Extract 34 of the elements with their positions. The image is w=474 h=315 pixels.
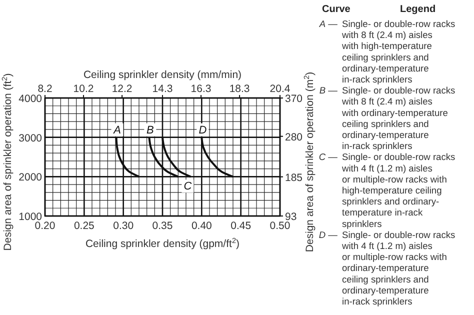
x2-tick-label: 20.4 xyxy=(270,83,290,95)
x-tick-label: 0.20 xyxy=(34,220,56,232)
text: A — Single- or double-row racks with 8 ft (2.4 m) aisles with high-temperature ceiling sprinklers and ordinary-temperature in-rack sprinklers xyxy=(318,19,456,84)
text: D — Single- or double-row racks with 4 ft (1.2 m) aisles or multiple-row racks with ordinary-temperature ceiling sprinklers and ordinary-temperature in-rack sprinklers xyxy=(318,230,456,306)
text: Legend xyxy=(400,4,436,15)
y2-tick-label: 280 xyxy=(285,131,303,144)
y2-tick-label: 185 xyxy=(285,172,303,184)
x-tick-label: 0.50 xyxy=(270,220,290,232)
x2-axis-title: Ceiling sprinkler density (mm/min) xyxy=(83,69,242,81)
x2-tick-label: 18.3 xyxy=(229,83,250,95)
series-label: A xyxy=(112,124,121,136)
x2-tick-label: 14.3 xyxy=(152,83,173,95)
x2-tick-label: 8.2 xyxy=(38,83,52,95)
x2-tick-label: 12.2 xyxy=(112,83,132,95)
y2-tick-label: 370 xyxy=(285,93,303,105)
x2-tick-label: 10.2 xyxy=(73,83,94,95)
y-tick-label: 2000 xyxy=(18,172,42,184)
series-label: D xyxy=(198,124,207,136)
x-tick-label: 0.35 xyxy=(152,220,173,232)
x-tick-label: 0.40 xyxy=(191,220,212,232)
x-tick-label: 0.25 xyxy=(74,220,95,232)
y-tick-label: 1000 xyxy=(18,211,42,223)
x-axis-title: Ceiling sprinkler density (gpm/ft$^{2}$) xyxy=(85,236,240,250)
text: B — Single- or double-row racks with 8 ft (2.4 m) aisles with ordinary-temperature ceiling sprinklers and ordinary-temperature in-rack sprinklers xyxy=(319,86,456,152)
x-tick-label: 0.30 xyxy=(113,220,134,232)
text: Curve xyxy=(322,4,351,15)
text: C — Single- or double-row racks with 4 ft (1.2 m) aisles or multiple-row racks with high-temperature ceiling sprinklers and ordinary- temperature in-rack sprinklers xyxy=(318,152,456,229)
y2-tick-label: 93 xyxy=(285,211,297,223)
series-label: B xyxy=(146,124,154,136)
y-tick-label: 4000 xyxy=(18,93,42,105)
series-label: C xyxy=(184,180,192,193)
y-tick-label: 3000 xyxy=(18,132,42,144)
x-tick-label: 0.45 xyxy=(230,220,252,232)
x2-tick-label: 16.3 xyxy=(190,83,212,95)
